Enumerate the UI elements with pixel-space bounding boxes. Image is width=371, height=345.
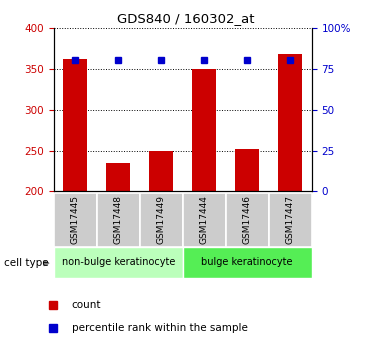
Bar	[193, 69, 216, 191]
Text: non-bulge keratinocyte: non-bulge keratinocyte	[62, 257, 175, 267]
Bar	[235, 149, 259, 191]
Bar	[278, 54, 302, 191]
Text: bulge keratinocyte: bulge keratinocyte	[201, 257, 293, 267]
Bar	[106, 163, 130, 191]
Text: count: count	[72, 299, 101, 309]
Text: cell type: cell type	[4, 258, 48, 268]
Bar	[140, 193, 183, 247]
Bar	[269, 193, 312, 247]
Text: GSM17448: GSM17448	[114, 195, 123, 245]
Text: GSM17449: GSM17449	[157, 195, 166, 245]
Text: GSM17447: GSM17447	[286, 195, 295, 245]
Bar	[54, 247, 183, 278]
Bar	[183, 247, 312, 278]
Text: GSM17445: GSM17445	[71, 195, 80, 245]
Bar	[97, 193, 140, 247]
Bar	[226, 193, 269, 247]
Text: GSM17446: GSM17446	[243, 195, 252, 245]
Bar	[63, 59, 87, 191]
Bar	[54, 193, 97, 247]
Text: percentile rank within the sample: percentile rank within the sample	[72, 323, 248, 333]
Bar	[150, 150, 173, 191]
Bar	[183, 193, 226, 247]
Text: GSM17444: GSM17444	[200, 196, 209, 244]
Text: GDS840 / 160302_at: GDS840 / 160302_at	[117, 12, 254, 25]
